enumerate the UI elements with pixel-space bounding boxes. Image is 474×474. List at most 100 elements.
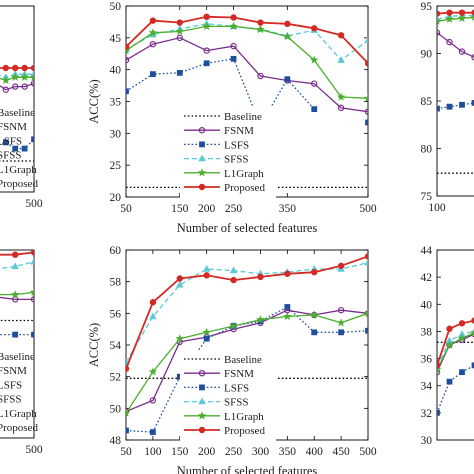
x-tick-label: 50 xyxy=(120,446,132,458)
legend-label: SFSS xyxy=(0,394,21,406)
series-line-l1graph xyxy=(126,312,368,414)
data-point-l1graph xyxy=(126,46,131,55)
data-point-l1graph xyxy=(445,340,454,349)
data-point-proposed xyxy=(12,64,19,72)
legend-label: LSFS xyxy=(224,139,249,151)
x-tick-label: 500 xyxy=(359,446,377,458)
legend-marker-lsfs xyxy=(199,141,205,148)
data-point-proposed xyxy=(257,19,264,26)
y-tick-label: 30 xyxy=(421,435,433,447)
x-axis-label: Number of selected features xyxy=(177,221,318,235)
series-line-sfss xyxy=(0,261,34,270)
legend-marker-sfss xyxy=(198,154,206,162)
series-line-proposed xyxy=(437,11,474,15)
legend-marker-proposed xyxy=(198,183,206,191)
legend-label: FSNM xyxy=(0,121,27,133)
y-tick-label: 45 xyxy=(110,33,122,45)
data-point-sfss xyxy=(229,266,238,274)
data-point-fsnm xyxy=(30,80,34,87)
data-point-fsnm xyxy=(337,306,345,314)
y-tick-label: 95 xyxy=(421,1,433,13)
x-tick-label: 300 xyxy=(252,446,270,458)
x-tick-label: 350 xyxy=(279,203,297,215)
data-point-fsnm xyxy=(176,34,183,42)
legend-label: L1Graph xyxy=(0,408,37,420)
data-point-l1graph xyxy=(1,75,11,85)
legend-label: FSNM xyxy=(224,368,254,380)
data-point-proposed xyxy=(437,362,441,369)
y-tick-label: 34 xyxy=(421,381,433,393)
legend-label: FSNM xyxy=(224,125,254,137)
y-tick-label: 75 xyxy=(421,191,433,203)
data-point-l1graph xyxy=(470,329,474,337)
data-point-fsnm xyxy=(2,86,9,93)
data-point-lsfs xyxy=(446,378,453,385)
data-point-proposed xyxy=(458,9,466,16)
y-tick-label: 32 xyxy=(421,408,433,420)
y-tick-label: 54 xyxy=(110,340,122,352)
x-tick-label: 100 xyxy=(144,446,162,458)
data-point-proposed xyxy=(257,273,264,281)
x-tick-label: 200 xyxy=(198,203,216,215)
series-line-fsnm xyxy=(0,82,34,91)
data-point-proposed xyxy=(203,13,210,21)
data-point-proposed xyxy=(284,270,291,277)
data-point-l1graph xyxy=(229,21,238,31)
series-line-fsnm xyxy=(437,333,474,373)
series-line-l1graph xyxy=(126,25,368,99)
x-tick-label: 50 xyxy=(120,203,132,215)
data-point-l1graph xyxy=(29,72,34,81)
data-point-fsnm xyxy=(230,42,237,50)
data-point-lsfs xyxy=(149,429,156,435)
y-tick-label: 38 xyxy=(421,326,433,338)
legend-label: L1Graph xyxy=(224,411,264,423)
chart-top-middle: 50 150 200 250 350 500 20 25 30 35 40 45 50 Number of… xyxy=(87,1,377,235)
data-point-lsfs xyxy=(2,139,9,146)
data-point-lsfs xyxy=(284,76,291,83)
data-point-lsfs xyxy=(459,369,465,376)
data-point-lsfs xyxy=(284,304,291,310)
data-point-proposed xyxy=(230,276,237,284)
data-point-fsnm xyxy=(437,368,441,376)
data-point-lsfs xyxy=(459,101,465,108)
x-tick-label: 150 xyxy=(171,446,189,458)
data-point-fsnm xyxy=(437,29,441,36)
series-line-proposed xyxy=(126,15,368,64)
data-point-proposed xyxy=(12,251,19,258)
series-line-lsfs xyxy=(126,306,368,433)
legend-marker-sfss xyxy=(198,397,206,405)
series-group xyxy=(0,250,34,338)
data-point-lsfs xyxy=(446,103,453,110)
data-point-l1graph xyxy=(445,14,454,23)
series-line-fsnm xyxy=(126,37,368,113)
legend-label: L1Graph xyxy=(224,168,264,180)
series-line-lsfs xyxy=(437,102,474,110)
legend: Baseline FSNM LSFS SFSS L1Graph Proposed xyxy=(180,350,276,442)
data-point-lsfs xyxy=(12,331,19,338)
data-point-l1graph xyxy=(363,93,368,103)
data-point-proposed xyxy=(230,14,237,21)
data-point-sfss xyxy=(202,264,211,272)
data-point-fsnm xyxy=(203,47,210,54)
data-point-proposed xyxy=(337,262,345,270)
data-point-l1graph xyxy=(363,308,368,318)
x-tick-label: 450 xyxy=(332,446,350,458)
legend-label: Baseline xyxy=(0,351,35,363)
data-point-sfss xyxy=(11,262,19,270)
data-point-l1graph xyxy=(202,21,212,31)
series-line-sfss xyxy=(126,262,368,363)
data-point-l1graph xyxy=(126,408,131,417)
data-point-sfss xyxy=(364,36,368,44)
data-point-l1graph xyxy=(282,311,292,321)
data-point-proposed xyxy=(437,10,441,17)
data-point-sfss xyxy=(30,257,34,265)
series-line-proposed xyxy=(437,319,474,366)
data-point-proposed xyxy=(149,299,157,306)
legend-box xyxy=(180,107,276,199)
series-line-lsfs xyxy=(437,364,474,414)
data-point-lsfs xyxy=(203,335,210,342)
series-line-l1graph xyxy=(437,332,474,370)
series-group xyxy=(126,13,368,189)
legend-label: LSFS xyxy=(224,382,249,394)
